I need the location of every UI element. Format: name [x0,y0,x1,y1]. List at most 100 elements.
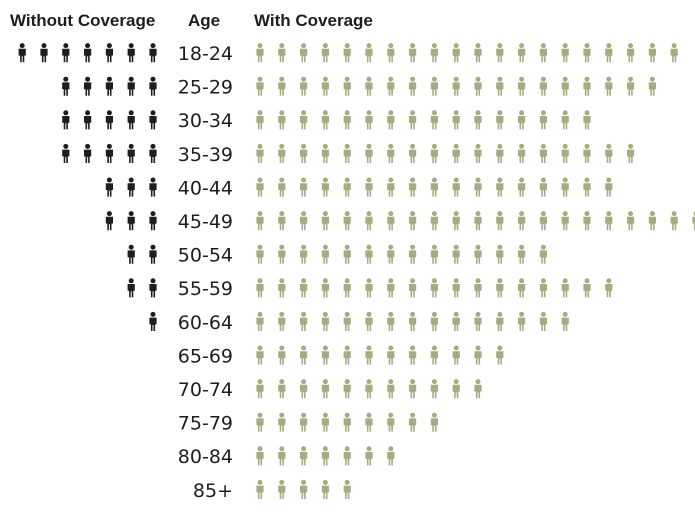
person-icon-with-coverage [474,177,482,197]
person-icon-with-coverage [605,278,613,298]
person-icon-without-coverage [62,76,70,96]
person-icon-without-coverage [40,43,48,63]
person-icon-with-coverage [321,110,329,130]
person-icon-with-coverage [539,244,547,264]
person-icon-with-coverage [496,345,504,365]
person-icon-without-coverage [105,76,113,96]
age-label: 45-49 [178,211,233,233]
person-icon-with-coverage [300,110,308,130]
person-icon-with-coverage [256,412,264,432]
person-icon-with-coverage [409,379,417,399]
person-icon-without-coverage [149,211,157,231]
person-icon-with-coverage [365,76,373,96]
person-icon-with-coverage [387,379,395,399]
person-icon-with-coverage [518,278,526,298]
person-icon-with-coverage [409,244,417,264]
person-icon-with-coverage [387,345,395,365]
person-icon-with-coverage [452,311,460,331]
header-age: Age [188,11,220,30]
person-icon-with-coverage [648,76,656,96]
person-icon-with-coverage [605,143,613,163]
person-icon-with-coverage [430,211,438,231]
person-icon-with-coverage [278,143,286,163]
person-icon-with-coverage [256,76,264,96]
age-label: 18-24 [178,43,233,65]
person-icon-without-coverage [149,311,157,331]
person-icon-with-coverage [518,43,526,63]
person-icon-with-coverage [343,244,351,264]
person-icon-with-coverage [583,76,591,96]
person-icon-with-coverage [561,143,569,163]
person-icon-without-coverage [127,110,135,130]
age-label: 50-54 [178,245,233,267]
age-label: 70-74 [178,379,233,401]
person-icon-with-coverage [278,311,286,331]
person-icon-without-coverage [84,43,92,63]
person-icon-with-coverage [343,412,351,432]
person-icon-with-coverage [496,244,504,264]
person-icon-with-coverage [365,379,373,399]
person-icon-with-coverage [627,143,635,163]
person-icon-without-coverage [149,110,157,130]
person-icon-with-coverage [474,76,482,96]
person-icon-without-coverage [127,244,135,264]
person-icon-with-coverage [409,311,417,331]
person-icon-with-coverage [627,76,635,96]
person-icon-with-coverage [474,211,482,231]
person-icon-with-coverage [278,379,286,399]
header-with-coverage: With Coverage [254,11,373,30]
person-icon-with-coverage [256,177,264,197]
person-icon-with-coverage [474,43,482,63]
person-icon-with-coverage [387,244,395,264]
person-icon-with-coverage [430,177,438,197]
person-icon-with-coverage [496,43,504,63]
person-icon-with-coverage [561,76,569,96]
person-icon-with-coverage [365,244,373,264]
person-icon-without-coverage [105,211,113,231]
person-icon-without-coverage [149,143,157,163]
person-icon-with-coverage [648,211,656,231]
person-icon-with-coverage [278,211,286,231]
person-icon-without-coverage [149,43,157,63]
person-icon-with-coverage [430,43,438,63]
person-icon-without-coverage [105,110,113,130]
person-icon-with-coverage [452,244,460,264]
person-icon-with-coverage [343,43,351,63]
person-icon-with-coverage [539,143,547,163]
person-icon-with-coverage [539,177,547,197]
person-icon-with-coverage [452,345,460,365]
person-icon-with-coverage [430,110,438,130]
person-icon-with-coverage [321,244,329,264]
person-icon-with-coverage [300,244,308,264]
person-icon-with-coverage [321,211,329,231]
person-icon-without-coverage [62,143,70,163]
person-icon-with-coverage [387,278,395,298]
person-icon-with-coverage [561,211,569,231]
person-icon-with-coverage [539,76,547,96]
person-icon-with-coverage [300,379,308,399]
person-icon-with-coverage [300,143,308,163]
person-icon-with-coverage [343,143,351,163]
person-icon-with-coverage [343,278,351,298]
person-icon-without-coverage [127,278,135,298]
person-icon-with-coverage [474,379,482,399]
person-icon-with-coverage [430,412,438,432]
person-icon-with-coverage [430,143,438,163]
person-icon-with-coverage [409,110,417,130]
person-icon-with-coverage [409,43,417,63]
person-icon-with-coverage [474,143,482,163]
person-icon-with-coverage [583,110,591,130]
person-icon-with-coverage [387,43,395,63]
person-icon-with-coverage [256,278,264,298]
person-icon-with-coverage [452,143,460,163]
person-icon-with-coverage [300,43,308,63]
person-icon-with-coverage [409,345,417,365]
person-icon-with-coverage [300,278,308,298]
person-icon-with-coverage [474,278,482,298]
person-icon-with-coverage [452,211,460,231]
person-icon-with-coverage [387,177,395,197]
person-icon-with-coverage [561,278,569,298]
person-icon-with-coverage [321,278,329,298]
person-icon-with-coverage [409,76,417,96]
person-icon-with-coverage [300,345,308,365]
